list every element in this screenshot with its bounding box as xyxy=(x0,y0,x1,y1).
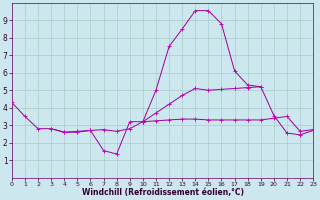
X-axis label: Windchill (Refroidissement éolien,°C): Windchill (Refroidissement éolien,°C) xyxy=(82,188,244,197)
